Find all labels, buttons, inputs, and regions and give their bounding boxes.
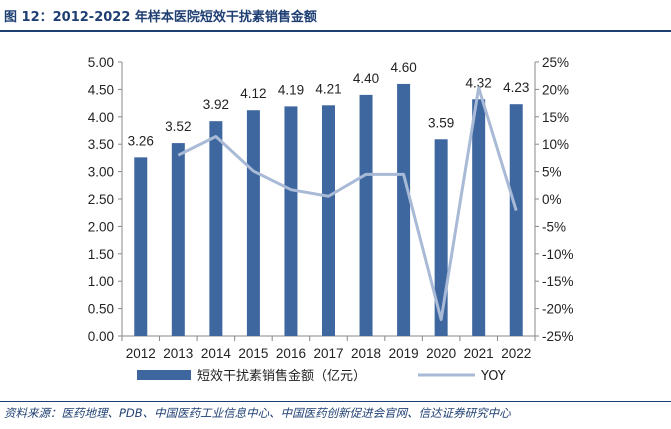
y-left-tick-label: 2.00 [88, 219, 114, 234]
bar [134, 157, 148, 336]
y-right-tick-label: 10% [542, 137, 569, 152]
bar-data-label: 3.52 [165, 119, 191, 134]
y-right-tick-label: -20% [542, 302, 574, 317]
y-right-tick-label: 15% [542, 110, 569, 125]
x-tick-label: 2022 [501, 346, 531, 361]
bar [284, 106, 298, 336]
y-right-tick-label: -10% [542, 247, 574, 262]
bar-data-label: 4.23 [503, 80, 529, 95]
y-right-tick-label: 25% [542, 55, 569, 70]
bar-data-label: 4.21 [315, 81, 341, 96]
y-left-tick-label: 0.50 [88, 302, 114, 317]
x-tick-label: 2018 [351, 346, 381, 361]
bar [209, 121, 223, 337]
x-tick-label: 2015 [238, 346, 268, 361]
bar [434, 139, 448, 336]
bar-data-label: 3.92 [203, 97, 229, 112]
y-left-tick-label: 5.00 [88, 55, 114, 70]
bar-data-label: 3.26 [128, 133, 154, 148]
legend: 短效干扰素销售金额（亿元） YOY [137, 368, 506, 384]
y-left-tick-label: 3.50 [88, 137, 114, 152]
bar [397, 83, 411, 336]
x-tick-label: 2021 [464, 346, 494, 361]
y-left-tick-label: 1.50 [88, 247, 114, 262]
yoy-line [177, 86, 518, 322]
bar [472, 99, 486, 336]
y-left-tick-label: 3.00 [88, 165, 114, 180]
y-right-tick-label: -15% [542, 274, 574, 289]
legend-line-label: YOY [480, 369, 506, 384]
bar-data-label: 3.59 [428, 115, 454, 130]
bar [359, 94, 373, 336]
x-tick-label: 2020 [426, 346, 456, 361]
bar-data-label: 4.32 [466, 75, 492, 90]
y-left-tick-label: 4.50 [88, 82, 114, 97]
bar [171, 143, 185, 336]
x-tick-label: 2017 [313, 346, 343, 361]
y-right-tick-label: -5% [542, 219, 566, 234]
bar [246, 110, 260, 336]
x-tick-label: 2014 [201, 346, 232, 361]
y-left-tick-label: 4.00 [88, 110, 114, 125]
bar-data-label: 4.40 [353, 71, 379, 86]
y-left-tick-label: 1.00 [88, 274, 114, 289]
source-rule [0, 401, 671, 402]
y-right-tick-label: 5% [542, 165, 562, 180]
x-tick-label: 2016 [276, 346, 306, 361]
x-tick-label: 2013 [163, 346, 193, 361]
figure-title: 图 12：2012-2022 年样本医院短效干扰素销售金额 [4, 10, 317, 25]
bar [509, 104, 523, 336]
bar-data-label: 4.19 [278, 82, 304, 97]
y-right-tick-label: 20% [542, 82, 569, 97]
legend-bar-swatch [137, 370, 191, 380]
x-tick-label: 2012 [126, 346, 156, 361]
source-note: 资料来源：医药地理、PDB、中国医药工业信息中心、中国医药创新促进会官网、信达证… [4, 406, 511, 420]
y-left-tick-label: 0.00 [88, 329, 114, 344]
y-left-tick-label: 2.50 [88, 192, 114, 207]
y-right-tick-label: -25% [542, 329, 574, 344]
x-tick-label: 2019 [389, 346, 419, 361]
bar-data-label: 4.12 [240, 86, 266, 101]
y-right-tick-label: 0% [542, 192, 562, 207]
bar-data-label: 4.60 [390, 60, 416, 75]
title-rule [0, 30, 671, 32]
legend-bar-label: 短效干扰素销售金额（亿元） [197, 368, 366, 384]
bar [322, 105, 335, 337]
